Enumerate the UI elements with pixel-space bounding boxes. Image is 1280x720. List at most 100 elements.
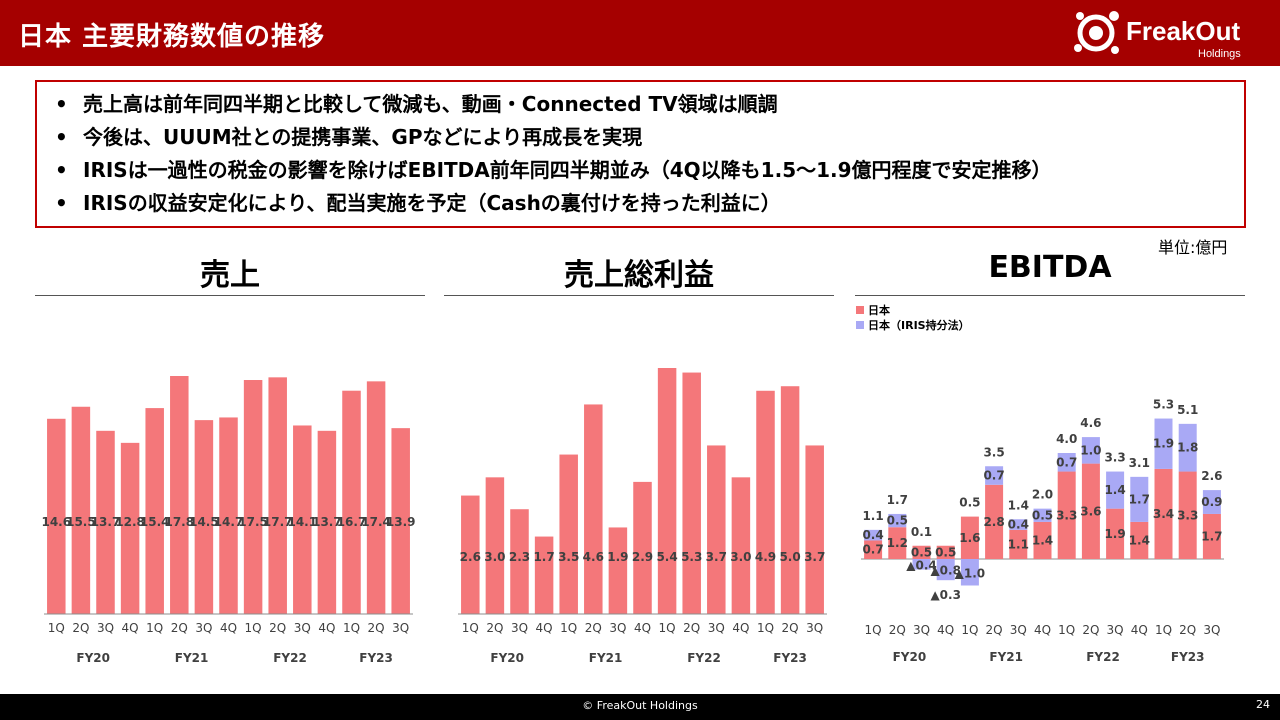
data-label: 1.0 — [1080, 443, 1101, 457]
total-label: 4.0 — [1056, 432, 1077, 446]
data-label: 1.4 — [1129, 533, 1150, 547]
x-tick-label: 1Q — [865, 623, 882, 637]
ebitda-iris-bar — [936, 559, 955, 581]
ebitda-iris-bar — [1178, 423, 1197, 472]
x-tick-label: 2Q — [1082, 623, 1099, 637]
page-number: 24 — [1256, 698, 1270, 711]
data-label: 14.5 — [189, 515, 219, 529]
x-tick-label: 4Q — [1034, 623, 1051, 637]
data-label: ▲1.0 — [955, 566, 986, 580]
data-label: 5.4 — [656, 550, 677, 564]
x-tick-label: 3Q — [392, 621, 409, 635]
freakout-logo-icon — [1074, 11, 1119, 54]
sales-bar — [342, 390, 361, 614]
gross-profit-bar — [707, 445, 726, 614]
legend-item: 日本（IRIS持分法） — [856, 317, 970, 332]
ebitda-iris-bar — [1057, 453, 1076, 472]
gross-profit-bar — [534, 536, 554, 614]
bullet-item: • 売上高は前年同四半期と比較して微減も、動画・Connected TV領域は順調 — [55, 88, 1244, 121]
data-label: 17.8 — [164, 515, 194, 529]
data-label: 1.4 — [1104, 483, 1125, 497]
x-tick-label: 4Q — [732, 621, 749, 635]
fiscal-year-label: FY21 — [989, 650, 1023, 664]
x-tick-label: 1Q — [343, 621, 360, 635]
data-label: 15.4 — [140, 515, 170, 529]
bullet-text: IRISの収益安定化により、配当実施を予定（Cashの裏付けを持った利益に） — [83, 191, 781, 215]
gross-profit-bar — [805, 445, 824, 614]
fiscal-year-label: FY22 — [1086, 650, 1120, 664]
ebitda-japan-bar — [1057, 471, 1076, 559]
footer: © FreakOut Holdings 24 — [0, 694, 1280, 720]
x-tick-label: 2Q — [986, 623, 1003, 637]
sales-bar — [47, 418, 66, 614]
bullet-item: • IRISの収益安定化により、配当実施を予定（Cashの裏付けを持った利益に） — [55, 187, 1244, 220]
gross-profit-bar — [485, 477, 505, 614]
chart-divider — [35, 295, 425, 296]
total-label: ▲0.3 — [930, 588, 961, 602]
data-label: 2.3 — [509, 550, 530, 564]
data-label: 0.4 — [862, 528, 883, 542]
ebitda-japan-bar — [1178, 471, 1197, 559]
sales-bar — [170, 376, 189, 614]
bullet-text: 売上高は前年同四半期と比較して微減も、動画・Connected TV領域は順調 — [83, 92, 778, 116]
sales-bar — [243, 380, 263, 614]
ebitda-iris-bar — [912, 559, 931, 570]
total-label: 0.5 — [959, 496, 980, 510]
data-label: 4.9 — [755, 550, 776, 564]
bullet-marker: • — [55, 125, 68, 149]
x-tick-label: 2Q — [368, 621, 385, 635]
data-label: 0.5 — [1032, 508, 1053, 522]
fiscal-year-label: FY20 — [893, 650, 927, 664]
copyright: © FreakOut Holdings — [582, 699, 698, 712]
sales-bar — [120, 442, 140, 614]
data-label: 1.7 — [1201, 529, 1222, 543]
x-tick-label: 2Q — [683, 621, 700, 635]
ebitda-iris-bar — [1081, 437, 1100, 464]
data-label: 5.0 — [779, 550, 800, 564]
x-tick-label: 4Q — [937, 623, 954, 637]
gross-profit-bar — [756, 390, 775, 614]
x-tick-label: 3Q — [294, 621, 311, 635]
logo-text: FreakOut — [1126, 16, 1241, 46]
sales-bar — [96, 430, 115, 614]
header-bar: 日本 主要財務数値の推移 FreakOut Holdings — [0, 0, 1280, 66]
ebitda-japan-bar — [1033, 521, 1052, 559]
data-label: 0.7 — [983, 469, 1004, 483]
bullet-item: • 今後は、UUUM社との提携事業、GPなどにより再成長を実現 — [55, 121, 1244, 154]
sales-bar — [268, 377, 287, 614]
data-label: 0.5 — [911, 545, 932, 559]
data-label: 17.5 — [238, 515, 268, 529]
x-tick-label: 2Q — [486, 621, 503, 635]
x-tick-label: 1Q — [245, 621, 262, 635]
data-label: 0.4 — [1008, 518, 1029, 532]
ebitda-iris-bar — [864, 529, 883, 541]
fiscal-year-label: FY21 — [589, 651, 623, 665]
ebitda-iris-bar — [1154, 418, 1173, 469]
ebitda-iris-bar — [1106, 471, 1125, 509]
data-label: 1.7 — [1129, 492, 1150, 506]
total-label: 5.3 — [1153, 398, 1174, 412]
x-tick-label: 3Q — [806, 621, 823, 635]
total-label: 3.1 — [1129, 456, 1150, 470]
legend-swatch-iris — [856, 320, 864, 329]
fiscal-year-label: FY20 — [490, 651, 524, 665]
total-label: 3.5 — [983, 445, 1004, 459]
total-label: 1.1 — [862, 509, 883, 523]
ebitda-iris-bar — [1130, 476, 1149, 522]
summary-box: • 売上高は前年同四半期と比較して微減も、動画・Connected TV領域は順調… — [35, 80, 1246, 228]
legend-swatch-japan — [856, 305, 864, 314]
total-label: 2.6 — [1201, 469, 1222, 483]
x-tick-label: 4Q — [1131, 623, 1148, 637]
bullet-text: IRISは一過性の税金の影響を除けばEBITDA前年同四半期並み（4Q以降も1.… — [83, 158, 1052, 182]
fiscal-year-label: FY21 — [175, 651, 209, 665]
fiscal-year-label: FY23 — [773, 651, 807, 665]
total-label: 1.4 — [1008, 498, 1029, 512]
x-tick-label: 1Q — [1155, 623, 1172, 637]
ebitda-japan-bar — [1154, 468, 1173, 559]
gross-profit-bar — [608, 527, 628, 614]
ebitda-iris-bar — [960, 559, 979, 586]
data-label: 2.8 — [983, 515, 1004, 529]
data-label: 16.7 — [337, 515, 367, 529]
ebitda-iris-bar — [1033, 508, 1052, 522]
total-label: 4.6 — [1080, 416, 1101, 430]
